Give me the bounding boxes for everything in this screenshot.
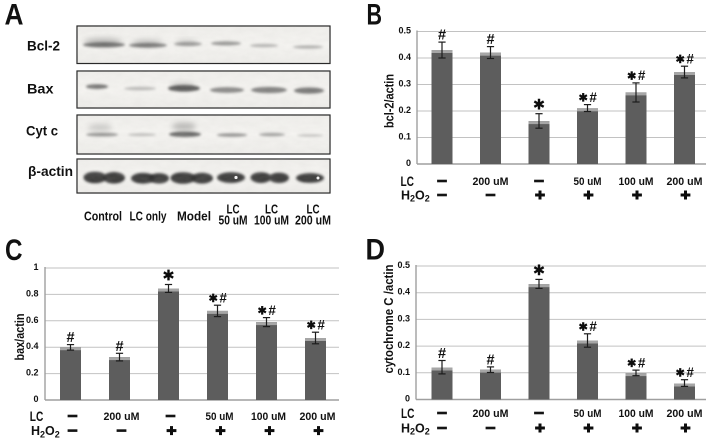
svg-text:cytochrome C /actin: cytochrome C /actin — [381, 264, 396, 373]
svg-text:200 uM: 200 uM — [104, 411, 140, 423]
svg-text:#: # — [638, 68, 646, 83]
svg-text:Cyt c: Cyt c — [26, 123, 58, 139]
svg-text:200 uM: 200 uM — [295, 214, 331, 228]
svg-text:0.4: 0.4 — [26, 341, 39, 351]
svg-text:β-actin: β-actin — [28, 163, 73, 179]
svg-text:0: 0 — [405, 394, 410, 404]
svg-text:50 uM: 50 uM — [219, 214, 248, 228]
svg-text:#: # — [686, 365, 694, 380]
svg-text:0: 0 — [33, 394, 38, 404]
svg-text:C: C — [5, 234, 23, 267]
svg-text:bcl-2/actin: bcl-2/actin — [382, 74, 397, 128]
svg-text:Control: Control — [84, 209, 122, 224]
svg-text:0.1: 0.1 — [397, 367, 410, 377]
svg-text:200 uM: 200 uM — [473, 176, 509, 188]
svg-text:200 uM: 200 uM — [667, 408, 703, 420]
svg-text:#: # — [66, 330, 74, 346]
svg-text:LC: LC — [30, 408, 44, 424]
svg-text:#: # — [638, 355, 646, 370]
svg-text:1: 1 — [33, 262, 38, 272]
svg-text:0.2: 0.2 — [26, 368, 39, 378]
svg-text:50 uM: 50 uM — [574, 408, 602, 420]
svg-text:#: # — [589, 319, 597, 334]
svg-text:LC: LC — [401, 173, 415, 189]
svg-text:100 uM: 100 uM — [254, 214, 289, 228]
svg-text:H2O2: H2O2 — [31, 424, 60, 438]
svg-text:LC: LC — [401, 405, 415, 421]
svg-text:B: B — [367, 0, 383, 32]
svg-text:#: # — [317, 317, 325, 332]
svg-text:0.2: 0.2 — [398, 105, 411, 115]
svg-text:100 uM: 100 uM — [251, 411, 286, 423]
svg-text:50 uM: 50 uM — [574, 176, 602, 188]
svg-text:0.3: 0.3 — [398, 79, 411, 89]
svg-text:0.8: 0.8 — [26, 288, 39, 298]
svg-text:0.5: 0.5 — [397, 260, 410, 270]
svg-text:#: # — [486, 32, 494, 48]
svg-text:Bcl-2: Bcl-2 — [27, 38, 60, 54]
svg-text:0.2: 0.2 — [397, 340, 410, 350]
svg-text:A: A — [5, 0, 24, 32]
svg-text:LC only: LC only — [130, 209, 168, 224]
svg-text:H2O2: H2O2 — [401, 422, 430, 437]
svg-text:100 uM: 100 uM — [619, 176, 654, 188]
svg-text:#: # — [686, 52, 694, 67]
svg-text:LC: LC — [307, 203, 320, 217]
svg-text:LC: LC — [265, 203, 278, 217]
svg-text:200 uM: 200 uM — [300, 411, 336, 423]
svg-text:100 uM: 100 uM — [619, 408, 654, 420]
svg-text:D: D — [366, 234, 386, 267]
svg-text:0: 0 — [406, 158, 411, 168]
svg-text:0.1: 0.1 — [398, 132, 411, 142]
svg-text:Bax: Bax — [27, 81, 54, 97]
svg-text:0.4: 0.4 — [398, 52, 411, 62]
svg-text:#: # — [268, 303, 276, 318]
svg-text:Model: Model — [177, 209, 211, 224]
svg-text:#: # — [438, 346, 446, 362]
svg-text:0.6: 0.6 — [26, 315, 39, 325]
svg-text:0.3: 0.3 — [397, 313, 410, 323]
svg-text:H2O2: H2O2 — [401, 189, 430, 204]
svg-text:LC: LC — [227, 203, 240, 217]
svg-text:0.4: 0.4 — [397, 287, 410, 297]
svg-text:200 uM: 200 uM — [473, 408, 509, 420]
svg-text:bax/actin: bax/actin — [12, 313, 27, 360]
svg-text:50 uM: 50 uM — [206, 411, 234, 423]
svg-text:#: # — [486, 353, 494, 369]
svg-text:#: # — [115, 339, 123, 355]
svg-text:200 uM: 200 uM — [667, 176, 703, 188]
svg-text:#: # — [589, 90, 597, 105]
svg-text:#: # — [438, 28, 446, 44]
svg-text:0.5: 0.5 — [398, 26, 411, 36]
svg-text:#: # — [219, 291, 227, 306]
